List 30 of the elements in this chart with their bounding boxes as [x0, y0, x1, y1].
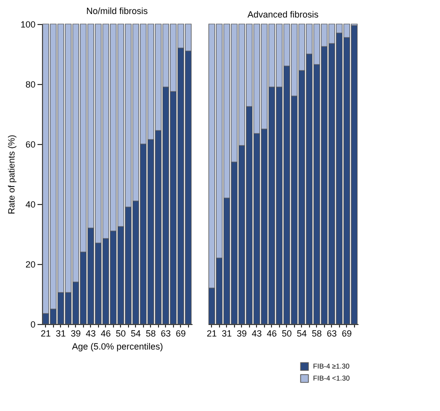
x-tick-label: 50 — [282, 328, 292, 338]
y-tick-label: 20 — [25, 260, 36, 270]
x-tick-label: 58 — [312, 328, 322, 338]
x-tick-label: 50 — [116, 328, 126, 338]
x-tick-label: 31 — [222, 328, 232, 338]
x-tick-label: 58 — [146, 328, 156, 338]
y-tick-label: 100 — [20, 20, 36, 30]
y-tick-label: 40 — [25, 200, 36, 210]
x-tick-label: 39 — [70, 328, 81, 338]
x-tick-label: 54 — [130, 328, 141, 338]
x-axis-title: Age (5.0% percentiles) — [72, 342, 164, 352]
x-tick-label: 63 — [160, 328, 171, 338]
x-tick-label: 69 — [342, 328, 352, 338]
chart-title: No/mild fibrosis — [86, 6, 148, 16]
y-tick-label: 0 — [30, 320, 36, 330]
x-tick-label: 46 — [266, 328, 277, 338]
x-tick-label: 46 — [100, 328, 111, 338]
x-tick-label: 69 — [176, 328, 186, 338]
x-tick-label: 63 — [326, 328, 337, 338]
chart-title: Advanced fibrosis — [247, 10, 320, 20]
y-tick-label: 80 — [25, 80, 36, 90]
x-tick-label: 39 — [236, 328, 247, 338]
x-tick-label: 21 — [206, 328, 217, 338]
x-tick-label: 43 — [86, 328, 96, 338]
x-tick-label: 31 — [56, 328, 66, 338]
x-tick-label: 43 — [252, 328, 262, 338]
y-tick-label: 60 — [25, 140, 36, 150]
x-tick-label: 21 — [40, 328, 51, 338]
x-tick-label: 54 — [296, 328, 307, 338]
y-axis-title: Rate of patients (%) — [6, 134, 16, 214]
